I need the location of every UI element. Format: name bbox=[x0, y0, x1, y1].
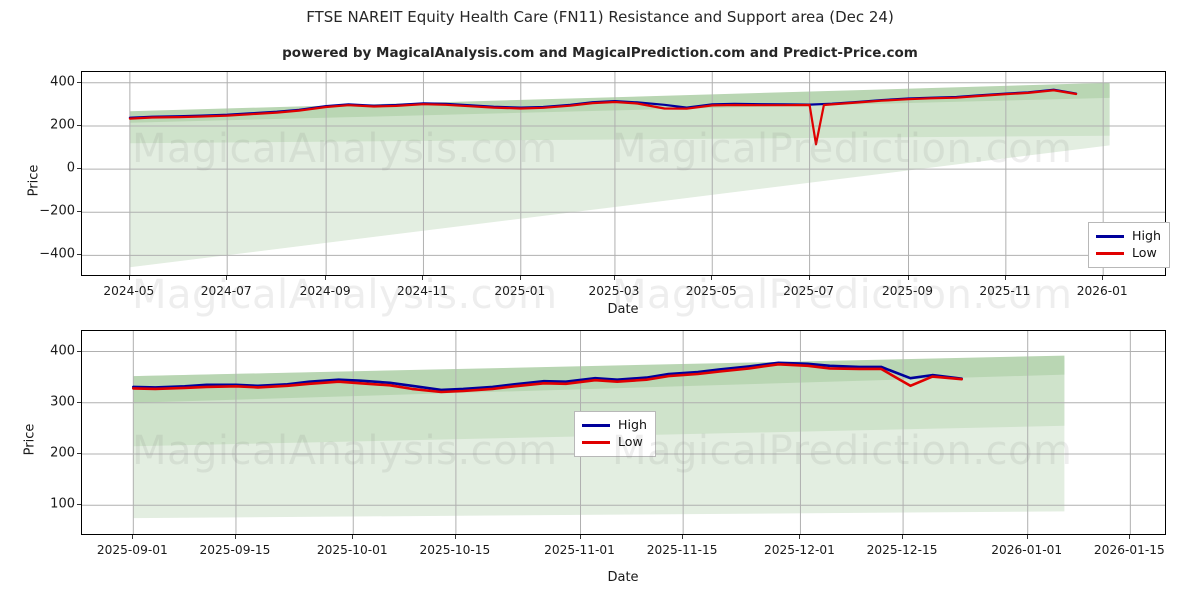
x-tick-label: 2025-12-01 bbox=[764, 543, 835, 557]
page-title: FTSE NAREIT Equity Health Care (FN11) Re… bbox=[306, 8, 894, 26]
legend-entry-low: Low bbox=[1096, 245, 1161, 262]
x-tick-mark bbox=[808, 276, 810, 280]
y-tick-label: 400 bbox=[50, 74, 75, 90]
x-tick-mark bbox=[422, 276, 424, 280]
x-tick-label: 2026-01-15 bbox=[1093, 543, 1165, 557]
x-tick-label: 2025-09 bbox=[882, 284, 933, 298]
top-chart-ylabel: Price bbox=[26, 164, 42, 197]
legend-label-low: Low bbox=[618, 434, 643, 450]
top-chart-plot-area bbox=[81, 71, 1166, 276]
x-tick-mark bbox=[902, 535, 904, 539]
legend-entry-high: High bbox=[582, 417, 647, 434]
x-tick-mark bbox=[711, 276, 713, 280]
legend-label-high: High bbox=[618, 417, 647, 433]
x-tick-mark bbox=[454, 535, 456, 539]
x-tick-mark bbox=[352, 535, 354, 539]
x-tick-mark bbox=[519, 276, 521, 280]
x-tick-mark bbox=[132, 535, 134, 539]
x-tick-mark bbox=[325, 276, 327, 280]
x-tick-mark bbox=[1004, 276, 1006, 280]
x-tick-mark bbox=[128, 276, 130, 280]
x-tick-mark bbox=[613, 276, 615, 280]
y-tick-mark bbox=[77, 124, 81, 126]
legend-swatch-low bbox=[1096, 252, 1124, 255]
x-tick-label: 2026-01-01 bbox=[991, 543, 1063, 557]
x-tick-label: 2025-12-15 bbox=[866, 543, 938, 557]
support-resistance-bands bbox=[82, 72, 1165, 275]
y-tick-label: 400 bbox=[50, 343, 75, 358]
x-tick-label: 2025-05 bbox=[685, 284, 737, 298]
series-line-low bbox=[131, 362, 964, 394]
x-tick-label: 2025-11 bbox=[979, 284, 1031, 298]
x-tick-label: 2025-09-01 bbox=[96, 543, 168, 557]
x-tick-mark bbox=[907, 276, 909, 280]
y-tick-label: 200 bbox=[50, 117, 75, 133]
x-tick-mark bbox=[1129, 535, 1131, 539]
x-tick-mark bbox=[226, 276, 228, 280]
x-tick-mark bbox=[1102, 276, 1104, 280]
bottom-chart-ylabel: Price bbox=[22, 423, 38, 456]
x-tick-label: 2024-07 bbox=[200, 284, 252, 298]
x-tick-label: 2026-01 bbox=[1076, 284, 1128, 298]
legend-swatch-high bbox=[1096, 235, 1124, 238]
y-tick-label: 300 bbox=[50, 394, 75, 410]
x-tick-mark bbox=[682, 535, 684, 539]
x-tick-mark bbox=[579, 535, 581, 539]
top-chart-xlabel: Date bbox=[607, 302, 639, 317]
y-tick-mark bbox=[77, 81, 81, 83]
y-tick-label: −200 bbox=[39, 203, 75, 219]
legend-label-low: Low bbox=[1132, 245, 1157, 261]
bottom-chart-xlabel: Date bbox=[607, 570, 639, 585]
x-tick-mark bbox=[1026, 535, 1028, 539]
bottom-chart-legend[interactable]: High Low bbox=[574, 411, 656, 457]
x-tick-label: 2025-03 bbox=[588, 284, 640, 298]
x-tick-label: 2024-11 bbox=[396, 284, 448, 298]
legend-swatch-high bbox=[582, 424, 610, 427]
x-tick-label: 2025-11-01 bbox=[544, 543, 615, 557]
y-tick-label: 0 bbox=[66, 160, 75, 176]
y-tick-label: 200 bbox=[50, 445, 75, 461]
top-chart-legend[interactable]: High Low bbox=[1088, 222, 1170, 268]
y-tick-label: −400 bbox=[39, 246, 75, 262]
y-tick-mark bbox=[77, 168, 81, 170]
y-tick-label: 100 bbox=[50, 496, 75, 512]
page-subtitle: powered by MagicalAnalysis.com and Magic… bbox=[282, 45, 918, 61]
y-tick-mark bbox=[77, 254, 81, 256]
x-tick-label: 2024-05 bbox=[103, 284, 155, 298]
legend-swatch-low bbox=[582, 441, 610, 444]
x-tick-mark bbox=[234, 535, 236, 539]
y-tick-mark bbox=[77, 211, 81, 213]
x-tick-label: 2025-01 bbox=[494, 284, 546, 298]
x-tick-label: 2024-09 bbox=[299, 284, 351, 298]
legend-entry-high: High bbox=[1096, 228, 1161, 245]
legend-label-high: High bbox=[1132, 228, 1161, 244]
series-line-high bbox=[131, 361, 964, 392]
x-tick-mark bbox=[799, 535, 801, 539]
y-tick-mark bbox=[77, 350, 81, 352]
legend-entry-low: Low bbox=[582, 434, 647, 451]
x-tick-label: 2025-10-01 bbox=[316, 543, 388, 557]
x-tick-label: 2025-09-15 bbox=[199, 543, 271, 557]
x-tick-label: 2025-11-15 bbox=[646, 543, 718, 557]
x-tick-label: 2025-10-15 bbox=[419, 543, 491, 557]
y-tick-mark bbox=[77, 504, 81, 506]
y-tick-mark bbox=[77, 401, 81, 403]
x-tick-label: 2025-07 bbox=[783, 284, 835, 298]
y-tick-mark bbox=[77, 453, 81, 454]
series-line-low bbox=[128, 89, 1078, 146]
